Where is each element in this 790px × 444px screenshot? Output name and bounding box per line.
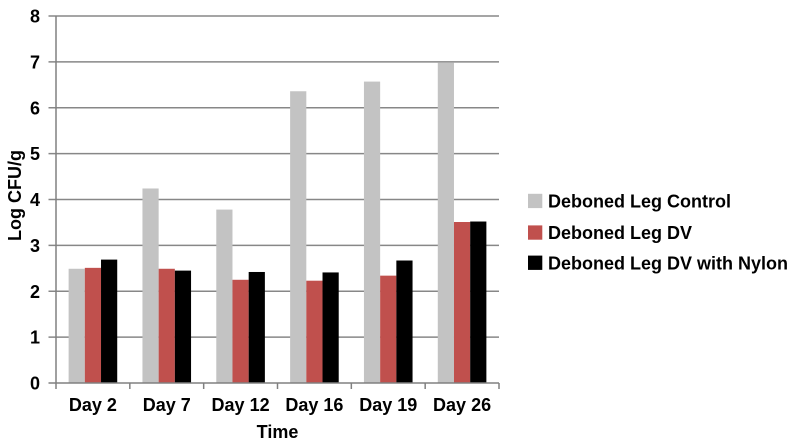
svg-text:5: 5 xyxy=(30,144,40,164)
svg-text:Deboned Leg DV: Deboned Leg DV xyxy=(548,223,692,243)
svg-text:Day 12: Day 12 xyxy=(212,395,270,415)
svg-text:Day 2: Day 2 xyxy=(69,395,117,415)
svg-text:1: 1 xyxy=(30,328,40,348)
svg-text:3: 3 xyxy=(30,236,40,256)
svg-text:Day 19: Day 19 xyxy=(359,395,417,415)
svg-text:Time: Time xyxy=(257,422,299,442)
svg-text:Day 26: Day 26 xyxy=(433,395,491,415)
svg-text:Deboned Leg DV with Nylon: Deboned Leg DV with Nylon xyxy=(548,253,788,273)
svg-text:6: 6 xyxy=(30,98,40,118)
svg-text:8: 8 xyxy=(30,7,40,27)
svg-text:2: 2 xyxy=(30,282,40,302)
svg-text:Day 16: Day 16 xyxy=(285,395,343,415)
svg-text:7: 7 xyxy=(30,52,40,72)
svg-text:Log CFU/g: Log CFU/g xyxy=(5,150,25,241)
svg-text:Day 7: Day 7 xyxy=(143,395,191,415)
svg-text:Deboned Leg Control: Deboned Leg Control xyxy=(548,192,731,212)
svg-text:4: 4 xyxy=(30,190,40,210)
svg-text:0: 0 xyxy=(30,374,40,394)
